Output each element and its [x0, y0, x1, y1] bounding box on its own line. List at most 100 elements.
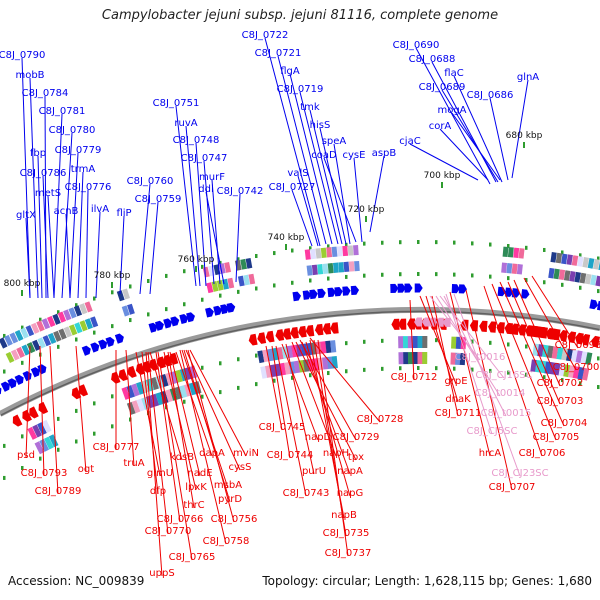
tick-labels-layer: 680 kbp 700 kbp 720 kbp 740 kbp 760 kbp 780 k… [4, 131, 543, 296]
forward-gene-label: C8J_0784 [22, 88, 69, 99]
forward-gene-label: C8J_0790 [0, 50, 45, 61]
guide-ring-dot [489, 274, 492, 279]
label-leader-line [147, 351, 169, 535]
reverse-gene-mark [290, 326, 299, 339]
analysis-tile [63, 326, 73, 338]
analysis-tile [563, 270, 571, 281]
guide-ring-dot [471, 273, 474, 278]
guide-ring-dot [39, 456, 42, 461]
rna-gene-label: C8J_CJ23SC [491, 468, 548, 479]
guide-ring-dot [471, 367, 474, 372]
forward-gene-label: coaD [311, 150, 337, 161]
analysis-tile [539, 360, 547, 374]
guide-ring-dot [579, 253, 582, 258]
kbp-tick-mark [21, 290, 23, 296]
analysis-tile [558, 269, 566, 281]
forward-gene-label: C8J_0748 [173, 135, 220, 146]
label-leader-line [264, 37, 321, 247]
guide-ring-dot [507, 342, 510, 347]
label-leader-line [179, 349, 227, 545]
reverse-gene-label: C8J_0789 [35, 486, 82, 497]
guide-ring-dot [219, 361, 222, 366]
analysis-tile [317, 264, 324, 275]
reverse-gene-mark [314, 323, 324, 336]
forward-gene-label: tmk [300, 102, 320, 113]
analysis-tile [52, 313, 61, 325]
guide-ring-dot [291, 280, 294, 285]
forward-gene-mark [350, 285, 360, 296]
guide-ring-dot [507, 244, 510, 249]
guide-ring-dot [111, 290, 114, 295]
analysis-tile [245, 257, 253, 269]
label-leader-line [439, 128, 489, 181]
analysis-tile [511, 263, 518, 274]
analysis-tile [224, 262, 232, 273]
analysis-tile [303, 359, 310, 372]
guide-ring-dot [363, 273, 366, 278]
guide-ring-dot [597, 256, 600, 261]
label-leader-line [157, 351, 193, 561]
label-leader-line [187, 349, 235, 523]
guide-ring-dot [129, 417, 132, 422]
reverse-gene-mark [257, 332, 267, 344]
guide-ring-dot [345, 274, 348, 279]
guide-ring-dot [453, 272, 456, 277]
reverse-gene-label: truA [123, 458, 144, 469]
analysis-tile [582, 367, 590, 381]
forward-gene-label: ddl [198, 184, 213, 195]
guide-ring-dot [219, 293, 222, 298]
forward-gene-label: C8J_0760 [127, 176, 174, 187]
guide-ring-dot [111, 394, 114, 399]
label-leader-line [439, 295, 505, 379]
analysis-tile [398, 352, 404, 365]
analysis-tile [122, 288, 130, 300]
analysis-tile [227, 277, 235, 289]
analysis-tile [595, 275, 600, 287]
rna-gene-label: C8J_t0016 [455, 352, 506, 363]
guide-ring-dot [417, 272, 420, 277]
guide-ring-dot [201, 365, 204, 370]
rna-gene-label: C8J_t0014 [475, 388, 526, 399]
forward-gene-mark [213, 305, 223, 316]
analysis-tile [532, 343, 540, 357]
reverse-gene-label: glmU [147, 468, 173, 479]
guide-ring-dot [237, 289, 240, 294]
analysis-tile [585, 352, 593, 365]
label-leader-line [47, 195, 55, 299]
analysis-tile [206, 282, 214, 294]
guide-ring-dot [21, 466, 24, 471]
guide-ring-dot [489, 340, 492, 345]
guide-ring-dot [363, 241, 366, 246]
analysis-tile [140, 380, 150, 394]
label-leader-line [511, 79, 529, 179]
forward-gene-label: C8J_0776 [65, 182, 112, 193]
analysis-tile [34, 441, 45, 455]
label-leader-line [21, 57, 31, 299]
reverse-gene-label: hrcA [479, 448, 502, 459]
reverse-gene-mark [275, 329, 285, 341]
analysis-tile [155, 392, 164, 406]
label-leader-line [119, 215, 125, 295]
analysis-tile [398, 336, 404, 349]
kbp-tick-label: 780 kbp [94, 271, 131, 281]
guide-ring-dot [597, 289, 600, 294]
forward-gene-mark [497, 286, 506, 297]
forward-gene-mark [186, 312, 195, 323]
forward-gene-label: C8J_0759 [135, 194, 182, 205]
reverse-gene-label: C8J_0729 [333, 432, 380, 443]
label-leader-line [75, 345, 87, 473]
label-leader-line [167, 351, 195, 509]
analysis-tile [216, 279, 224, 291]
label-leader-line [65, 213, 71, 299]
reverse-gene-label: C8J_0745 [259, 422, 306, 433]
analysis-tile [330, 340, 337, 353]
guide-ring-dot [57, 344, 60, 349]
label-leader-line [61, 132, 73, 299]
reverse-gene-mark [298, 325, 307, 338]
analysis-tile [311, 264, 318, 276]
kbp-tick-mark [441, 182, 443, 188]
forward-gene-mark [334, 287, 343, 297]
guide-ring-dot [579, 285, 582, 290]
analysis-tile [284, 362, 291, 375]
label-leader-line [449, 291, 491, 457]
